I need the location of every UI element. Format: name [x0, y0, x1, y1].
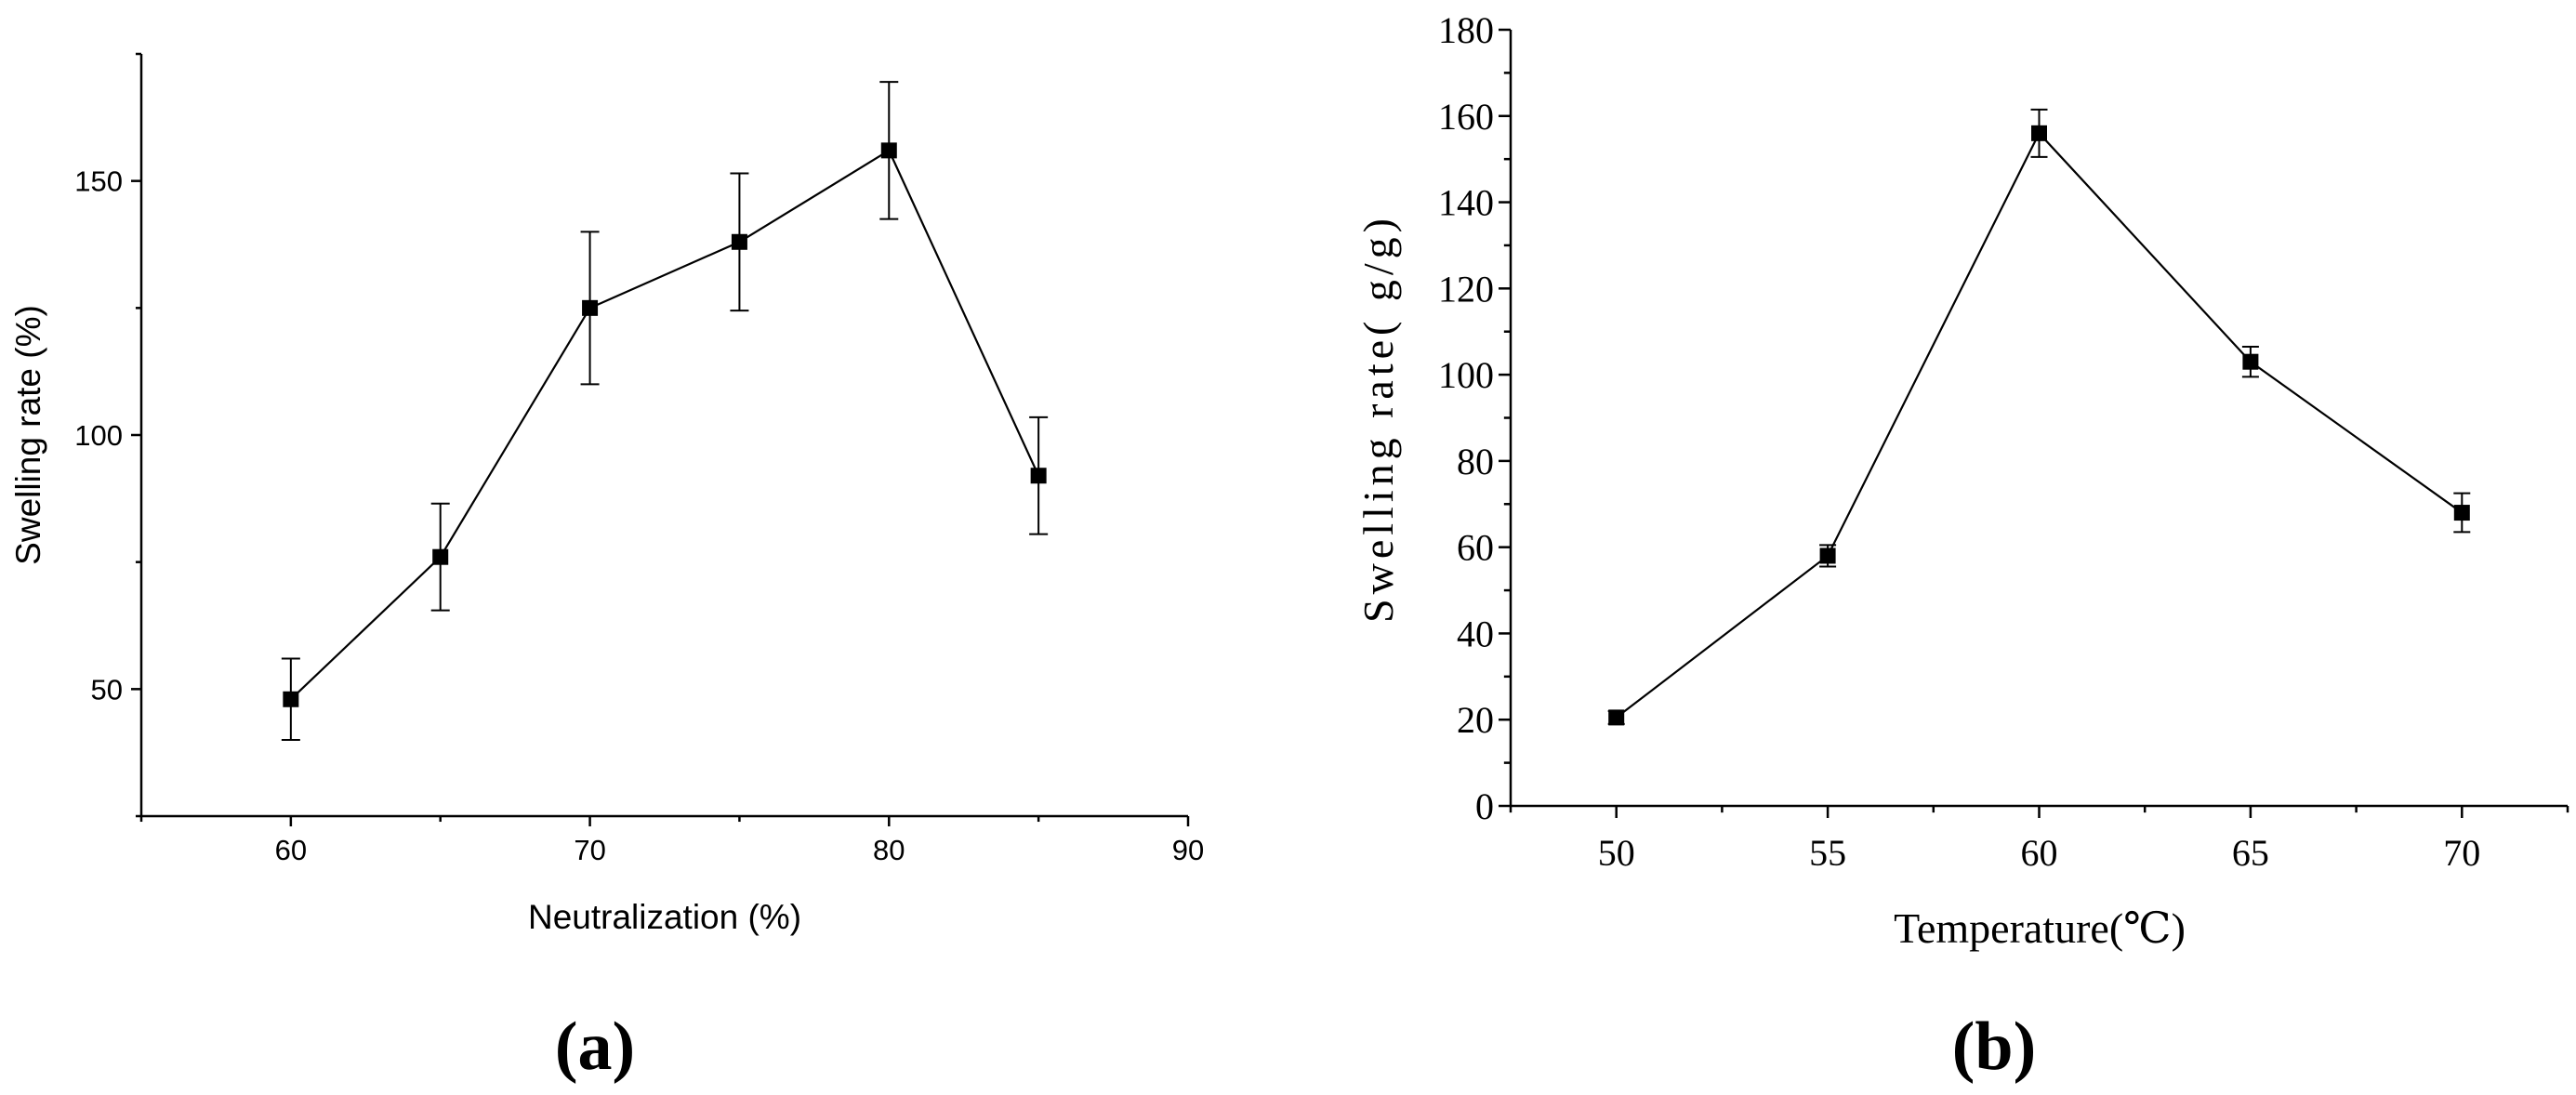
- chart-b-x-tick-label: 70: [2443, 832, 2480, 874]
- chart-b-series: [1607, 108, 2471, 726]
- chart-a-data-point: [731, 233, 747, 250]
- chart-b-y-tick-label: 0: [1475, 785, 1494, 827]
- chart-a-x-tick-label: 90: [1172, 834, 1204, 866]
- chart-b-data-point: [2242, 353, 2259, 370]
- chart-b-y-tick-label: 160: [1438, 96, 1494, 138]
- chart-a-data-point: [582, 299, 599, 316]
- chart-a-y-tick-label: 100: [74, 419, 123, 452]
- chart-b-y-tick-label: 120: [1438, 268, 1494, 310]
- chart-b: 50 55 60 65 70 0 20 40 60 80 100 120 140 160 180 Tempe…: [1354, 9, 2569, 1085]
- chart-b-x-tick-label: 65: [2232, 832, 2269, 874]
- chart-b-y-tick-label: 40: [1457, 613, 1494, 654]
- chart-a: 60 70 80 90 50 100 150 Neutralization (%) Swel…: [9, 52, 1204, 1085]
- chart-b-y-tick-label: 140: [1438, 182, 1494, 224]
- chart-b-y-tick-label: 180: [1438, 9, 1494, 51]
- chart-b-y-tick-label: 80: [1457, 441, 1494, 482]
- chart-b-series-line: [1616, 131, 2463, 719]
- chart-a-data-point: [1030, 468, 1047, 484]
- chart-b-x-axis-label: Temperature(℃): [1894, 904, 2186, 952]
- chart-b-data-point: [1819, 548, 1836, 564]
- chart-a-series: [281, 81, 1049, 741]
- chart-a-x-tick-label: 70: [574, 834, 605, 866]
- chart-a-ticks: 60 70 80 90 50 100 150: [74, 52, 1204, 866]
- chart-b-data-point: [2453, 505, 2470, 521]
- chart-b-panel-label: (b): [1952, 1009, 2036, 1085]
- chart-b-ticks: 50 55 60 65 70 0 20 40 60 80 100 120 140 160 180: [1438, 9, 2569, 874]
- chart-b-data-point: [2031, 125, 2047, 141]
- chart-a-panel-label: (a): [555, 1009, 635, 1085]
- chart-b-x-tick-label: 60: [2021, 832, 2058, 874]
- chart-a-x-tick-label: 60: [275, 834, 307, 866]
- chart-b-y-tick-label: 20: [1457, 699, 1494, 741]
- chart-a-x-tick-label: 80: [873, 834, 905, 866]
- chart-b-y-axis-label: Swelling rate( g/g): [1354, 214, 1402, 623]
- chart-b-x-tick-label: 50: [1598, 832, 1635, 874]
- chart-b-data-point: [1608, 709, 1625, 726]
- chart-b-x-tick-label: 55: [1809, 832, 1846, 874]
- chart-a-x-axis-label: Neutralization (%): [528, 898, 801, 936]
- chart-a-y-tick-label: 150: [74, 165, 123, 198]
- chart-a-y-axis-label: Swelling rate (%): [9, 305, 47, 565]
- chart-a-data-point: [283, 691, 299, 707]
- chart-b-y-tick-label: 100: [1438, 354, 1494, 396]
- chart-b-y-tick-label: 60: [1457, 527, 1494, 569]
- chart-a-data-point: [880, 142, 897, 159]
- chart-a-series-line: [290, 149, 1040, 701]
- chart-a-data-point: [432, 548, 449, 565]
- chart-a-y-tick-label: 50: [91, 673, 123, 706]
